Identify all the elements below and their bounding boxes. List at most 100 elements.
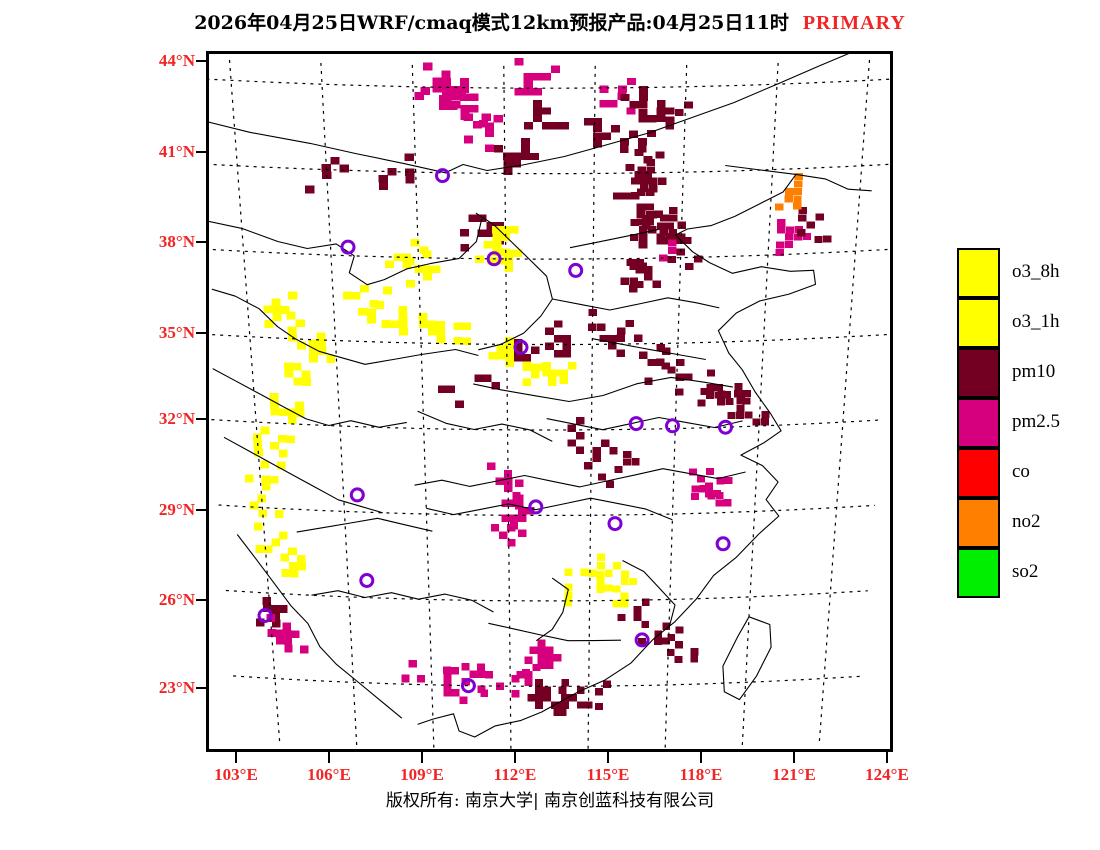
pollutant-cell (727, 412, 736, 420)
pollutant-cell (366, 308, 376, 317)
pollutant-cell (558, 708, 567, 717)
city-marker[interactable] (513, 339, 529, 355)
city-marker[interactable] (486, 251, 502, 267)
pollutant-cell (596, 570, 605, 579)
pollutant-cell (564, 583, 573, 591)
pollutant-cell (561, 679, 570, 687)
pollutant-cell (638, 100, 648, 109)
pollutant-cell (656, 233, 666, 241)
x-tick-mark (607, 752, 609, 763)
pollutant-cell (684, 101, 693, 109)
pollutant-cell (501, 226, 510, 234)
city-marker[interactable] (257, 608, 273, 623)
pollutant-cell (451, 100, 461, 109)
city-marker[interactable] (340, 239, 356, 255)
city-marker[interactable] (718, 419, 733, 435)
pollutant-cell (511, 689, 520, 698)
pollutant-cell-layer (244, 58, 832, 717)
pollutant-cell (515, 494, 524, 502)
pollutant-cell (616, 334, 626, 343)
pollutant-cell (469, 93, 479, 102)
pollutant-cell (460, 93, 470, 102)
pollutant-cell (584, 701, 593, 709)
pollutant-cell (441, 85, 452, 93)
pollutant-cell (705, 391, 715, 399)
pollutant-cell (635, 258, 645, 267)
x-tick-label: 121°E (772, 765, 816, 784)
pollutant-cell (551, 122, 561, 130)
city-marker[interactable] (528, 499, 544, 515)
pollutant-cell (775, 248, 784, 256)
pollutant-cell (638, 233, 648, 241)
pollutant-cell (794, 233, 803, 241)
city-marker[interactable] (634, 632, 650, 648)
city-marker[interactable] (715, 536, 731, 552)
pollutant-cell (736, 404, 745, 412)
graticule-line (218, 504, 875, 516)
pollutant-cell (608, 342, 617, 350)
pollutant-cell (263, 305, 273, 314)
pollutant-cell (283, 629, 292, 638)
pollutant-cell (716, 477, 725, 485)
city-marker[interactable] (349, 487, 365, 503)
pollutant-cell (631, 177, 640, 185)
pollutant-cell (278, 408, 288, 417)
pollutant-cell (631, 458, 640, 466)
pollutant-cell (659, 214, 669, 222)
pollutant-cell (330, 156, 340, 165)
pollutant-cell (256, 618, 265, 627)
city-marker[interactable] (359, 573, 375, 588)
map-plot-area[interactable] (206, 51, 893, 752)
city-marker[interactable] (435, 168, 450, 184)
page-title: 2026年04月25日WRF/cmaq模式12km预报产品:04月25日11时 P… (0, 8, 1100, 35)
pollutant-cell (665, 107, 675, 115)
city-marker[interactable] (568, 262, 584, 278)
pollutant-cell (705, 482, 714, 490)
city-marker[interactable] (665, 418, 680, 434)
pollutant-cell (418, 320, 428, 329)
pollutant-cell (666, 648, 675, 656)
city-marker[interactable] (460, 678, 476, 694)
pollutant-cell (612, 585, 621, 593)
pollutant-cell (405, 175, 415, 184)
pollutant-cell (453, 337, 463, 345)
pollutant-cell (504, 484, 513, 493)
pollutant-cell (593, 125, 603, 133)
pollutant-cell (316, 340, 326, 348)
x-tick-label: 112°E (493, 765, 537, 784)
graticule-line (228, 57, 281, 742)
province-border (488, 622, 622, 642)
pollutant-cell (269, 393, 279, 401)
pollutant-cell (494, 145, 504, 153)
pollutant-cell (291, 630, 300, 639)
pollutant-cell (714, 383, 723, 392)
pollutant-cell (655, 151, 665, 159)
pollutant-cell (630, 192, 640, 200)
pollutant-cell (657, 177, 667, 185)
pollutant-cell (667, 366, 676, 374)
pollutant-cell (286, 311, 296, 320)
province-border (426, 497, 673, 521)
city-marker[interactable] (607, 516, 623, 532)
y-tick-mark (196, 599, 207, 601)
pollutant-cell (647, 226, 657, 234)
pollutant-cell (460, 229, 469, 237)
graticule-line (818, 57, 871, 742)
city-marker[interactable] (628, 416, 644, 432)
pollutant-cell (441, 93, 452, 101)
pollutant-cell (637, 137, 647, 146)
pollutant-cell (422, 62, 433, 71)
pollutant-cell (408, 660, 417, 668)
pollutant-cell (263, 545, 273, 554)
y-tick-mark (196, 241, 207, 243)
pollutant-cell (269, 400, 279, 409)
pollutant-cell (608, 100, 618, 108)
pollutant-cell (521, 152, 531, 161)
pollutant-cell (260, 460, 270, 469)
pollutant-cell (777, 219, 786, 227)
y-tick-mark (196, 418, 207, 420)
pollutant-cell (553, 708, 562, 717)
pollutant-cell (274, 510, 284, 519)
pollutant-cell (593, 117, 603, 126)
pollutant-cell (592, 454, 601, 462)
